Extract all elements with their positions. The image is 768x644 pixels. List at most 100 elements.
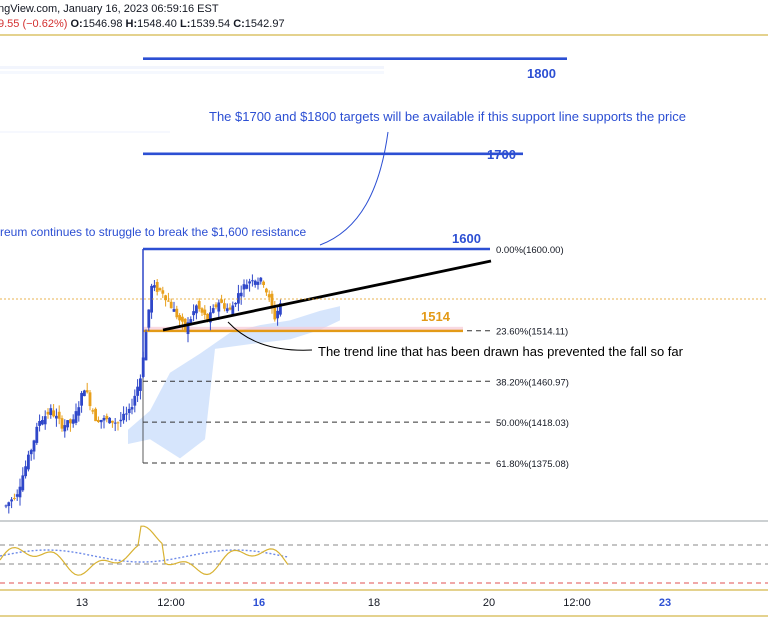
candle-body	[197, 301, 201, 309]
candle-body	[69, 419, 72, 424]
candlesticks	[4, 249, 282, 514]
candle-body	[273, 307, 277, 320]
candle-body	[167, 300, 170, 302]
open-value: 1546.98	[82, 18, 123, 30]
candle-body	[55, 415, 58, 419]
low-value: 1539.54	[190, 18, 231, 30]
rsi-line	[0, 525, 289, 576]
candle-body	[91, 410, 95, 412]
candle-body	[99, 419, 103, 423]
candle-body	[29, 450, 33, 455]
x-tick-label: 23	[659, 597, 671, 609]
resistance-note: reum continues to struggle to break the …	[0, 225, 307, 239]
candle-body	[130, 407, 134, 410]
candle-body	[150, 285, 153, 313]
high-label: H:	[125, 18, 138, 30]
candle-body	[245, 284, 249, 289]
candle-body	[7, 502, 11, 506]
candle-body	[97, 419, 100, 422]
candle-body	[119, 419, 123, 422]
candle-body	[175, 308, 179, 318]
candle-body	[203, 309, 207, 315]
candle-body	[220, 299, 223, 303]
candle-body	[94, 408, 97, 422]
candle-body	[122, 413, 125, 421]
change-text: 9.55 (−0.62%)	[0, 18, 68, 30]
candle-body	[32, 440, 36, 452]
candle-body	[155, 282, 159, 292]
candle-body	[144, 332, 148, 361]
candle-body	[139, 378, 142, 391]
fib-label-1: 23.60%(1514.11)	[496, 327, 568, 338]
header-line-2: 9.55 (−0.62%) O:1546.98 H:1548.40 L:1539…	[0, 17, 285, 31]
candle-body	[27, 454, 30, 470]
candle-body	[136, 386, 139, 396]
ticker-header: ngView.com, January 16, 2023 06:59:16 ES…	[0, 0, 768, 34]
rsi-pane	[0, 525, 768, 584]
candle-body	[228, 307, 232, 310]
trend-callout	[227, 321, 313, 351]
candle-body	[74, 411, 78, 423]
candle-body	[38, 421, 41, 426]
close-value: 1542.97	[244, 18, 285, 30]
candle-body	[66, 420, 69, 428]
faded-overlay	[0, 66, 384, 133]
x-tick-label: 18	[368, 597, 380, 609]
high-value: 1548.40	[137, 18, 177, 30]
candle-body	[251, 280, 254, 282]
label-1700: 1700	[487, 147, 516, 162]
candle-body	[4, 505, 8, 507]
candle-body	[161, 290, 165, 294]
low-label: L:	[179, 18, 191, 30]
label-1514: 1514	[421, 309, 451, 324]
targets-note: The $1700 and $1800 targets will be avai…	[209, 109, 686, 124]
candle-body	[133, 395, 137, 406]
candle-body	[189, 319, 193, 325]
candle-body	[259, 277, 263, 282]
candle-body	[239, 292, 243, 297]
candle-body	[41, 419, 44, 425]
fib-label-0: 0.00%(1600.00)	[496, 245, 564, 256]
target-levels	[143, 57, 567, 333]
candle-body	[113, 422, 117, 424]
candle-body	[248, 281, 251, 284]
candle-body	[46, 411, 50, 415]
candle-body	[270, 293, 274, 308]
x-tick-label: 12:00	[563, 597, 591, 609]
x-axis: 13 12:00 16 18 20 12:00 23	[76, 597, 671, 609]
source-text: ngView.com,	[0, 3, 61, 15]
candle-body	[125, 413, 128, 415]
label-1600: 1600	[452, 231, 481, 246]
candle-body	[111, 420, 114, 423]
x-tick-label: 16	[253, 597, 265, 609]
candle-body	[158, 288, 162, 291]
open-label: O:	[70, 18, 83, 30]
candle-body	[63, 425, 67, 432]
candle-body	[85, 390, 89, 393]
candle-body	[164, 295, 167, 301]
candle-body	[13, 497, 16, 499]
fib-label-3: 50.00%(1418.03)	[496, 418, 569, 429]
fib-label-4: 61.80%(1375.08)	[496, 459, 569, 470]
candle-body	[195, 305, 198, 314]
label-1800: 1800	[527, 66, 556, 81]
candle-body	[209, 312, 212, 323]
x-tick-label: 13	[76, 597, 88, 609]
x-tick-label: 20	[483, 597, 495, 609]
candle-body	[153, 285, 156, 288]
candle-body	[83, 390, 86, 397]
candle-body	[256, 281, 260, 285]
candle-body	[276, 310, 279, 319]
candle-body	[253, 280, 257, 285]
candle-body	[211, 308, 215, 313]
ichimoku-cloud	[128, 306, 340, 459]
candle-body	[71, 419, 75, 424]
candle-body	[217, 302, 221, 312]
candle-body	[57, 411, 61, 419]
candle-body	[181, 316, 184, 322]
candle-body	[192, 311, 195, 316]
close-label: C:	[233, 18, 245, 30]
timestamp-text: January 16, 2023 06:59:16 EST	[63, 3, 219, 15]
trend-line[interactable]	[162, 259, 492, 332]
